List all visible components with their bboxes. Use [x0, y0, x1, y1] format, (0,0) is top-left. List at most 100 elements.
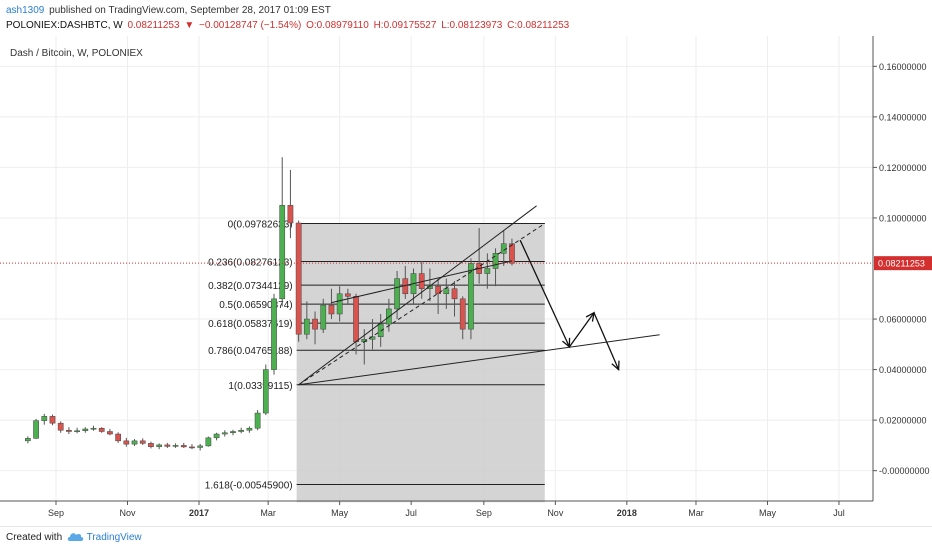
- candle-body: [131, 440, 138, 445]
- symbol-label: POLONIEX:DASHBTC, W: [6, 20, 123, 31]
- candle-body: [312, 318, 318, 330]
- candle-body: [320, 304, 327, 330]
- candle-body: [443, 288, 450, 295]
- candle-body: [57, 422, 64, 431]
- candle-body: [197, 445, 204, 448]
- candle-body: [139, 440, 146, 444]
- candle-body: [254, 412, 261, 429]
- time-tick-label: 2017: [189, 508, 209, 518]
- fib-level-label: 0.382(0.07344129): [208, 281, 293, 292]
- price-chart[interactable]: 0(0.09782633) 0.236(0.08276123) 0.382(0.07…: [0, 36, 932, 526]
- published-text: published on TradingView.com, September …: [49, 5, 331, 16]
- candle-body: [221, 432, 228, 435]
- candle-body: [172, 445, 179, 447]
- candle-body: [279, 205, 286, 300]
- candle-body: [345, 293, 351, 297]
- publish-info: ash1309 published on TradingView.com, Se…: [6, 5, 333, 16]
- time-tick-label: May: [331, 508, 349, 518]
- fib-level-label: 0.786(0.04765188): [208, 346, 293, 357]
- arrow-head: [611, 360, 620, 371]
- candle-body: [238, 429, 245, 432]
- candle-body: [98, 427, 105, 432]
- last-price: 0.08211253: [127, 20, 180, 31]
- chart-header: ash1309 published on TradingView.com, Se…: [0, 0, 932, 36]
- candle-body: [180, 445, 187, 448]
- candle-body: [336, 293, 343, 315]
- price-tick-label: -0.00000000: [879, 466, 930, 476]
- high-value: H:0.09175527: [373, 20, 437, 31]
- candle-body: [451, 288, 458, 300]
- candle-body: [303, 318, 310, 335]
- brand-name: TradingView: [86, 532, 142, 543]
- candle-body: [435, 285, 441, 295]
- candle-body: [123, 440, 130, 445]
- low-value: L:0.08123973: [441, 20, 503, 31]
- candle-body: [74, 430, 80, 432]
- candle-body: [107, 431, 113, 435]
- price-tick-label: 0.16000000: [879, 62, 927, 72]
- time-tick-label: Sep: [476, 508, 492, 518]
- time-tick-label: Jul: [833, 508, 845, 518]
- open-value: O:0.08979110: [306, 20, 369, 31]
- symbol-info: POLONIEX:DASHBTC, W 0.08211253 ▼ −0.0012…: [6, 20, 571, 31]
- candle-body: [353, 296, 359, 343]
- candle-body: [500, 243, 507, 254]
- candle-body: [262, 369, 269, 414]
- candle-body: [230, 431, 236, 434]
- time-tick-label: Mar: [260, 508, 276, 518]
- candle-body: [49, 416, 56, 424]
- candle-body: [205, 437, 212, 447]
- time-tick-label: 2018: [617, 508, 637, 518]
- price-tick-label: 0.06000000: [879, 315, 927, 325]
- candle-body: [189, 446, 195, 449]
- candle-body: [287, 205, 294, 224]
- projection-arrow: [593, 312, 620, 370]
- cloud-icon: [67, 533, 84, 541]
- time-tick-label: Nov: [119, 508, 136, 518]
- candle-body: [468, 263, 474, 330]
- trendline: [298, 334, 660, 386]
- created-with-label: Created with: [6, 532, 63, 543]
- fib-level-label: 0.618(0.05837619): [208, 319, 293, 330]
- candle-body: [156, 444, 162, 447]
- last-price-badge: [874, 256, 932, 271]
- candle-body: [115, 433, 121, 442]
- projection-arrow: [519, 239, 570, 348]
- price-tick-label: 0.14000000: [879, 112, 927, 122]
- projection-arrow: [568, 312, 595, 348]
- candle-body: [148, 443, 154, 447]
- author-link[interactable]: ash1309: [6, 5, 45, 16]
- price-tick-label: 0.10000000: [879, 213, 927, 223]
- time-tick-label: Nov: [547, 508, 564, 518]
- fib-box: [296, 223, 545, 503]
- price-tick-label: 0.12000000: [879, 163, 927, 173]
- down-arrow-icon: ▼: [184, 20, 195, 31]
- candle-body: [484, 268, 491, 274]
- time-tick-label: Sep: [48, 508, 64, 518]
- candle-body: [459, 298, 466, 330]
- last-price-label: 0.08211253: [878, 259, 925, 269]
- close-value: C:0.08211253: [507, 20, 570, 31]
- fib-retracement[interactable]: 0(0.09782633) 0.236(0.08276123) 0.382(0.07…: [205, 219, 545, 503]
- trendline: [298, 223, 546, 386]
- price-tick-label: 0.04000000: [879, 365, 927, 375]
- time-axis[interactable]: Sep Nov 2017 Mar May Jul Sep Nov 2018 Mar May Jul: [0, 500, 873, 518]
- candle-body: [33, 420, 39, 439]
- time-tick-label: May: [759, 508, 777, 518]
- candle-body: [25, 438, 31, 442]
- candle-body: [509, 243, 515, 264]
- price-change: −0.00128747 (−1.54%): [199, 20, 302, 31]
- candle-body: [271, 298, 277, 370]
- candle-body: [90, 427, 97, 430]
- chart-title: Dash / Bitcoin, W, POLONIEX: [10, 48, 143, 59]
- tradingview-logo[interactable]: TradingView: [66, 530, 142, 543]
- price-tick-label: 0.02000000: [879, 416, 927, 426]
- price-axis[interactable]: 0.16000000 0.14000000 0.12000000 0.10000000…: [872, 36, 932, 501]
- candle-body: [295, 222, 302, 335]
- trendlines[interactable]: [0, 205, 873, 386]
- trendline: [331, 260, 513, 304]
- fib-level-label: 0(0.09782633): [228, 219, 293, 230]
- fib-level-label: 0.236(0.08276123): [208, 258, 293, 269]
- candle-body: [213, 433, 220, 439]
- candle-body: [246, 427, 253, 431]
